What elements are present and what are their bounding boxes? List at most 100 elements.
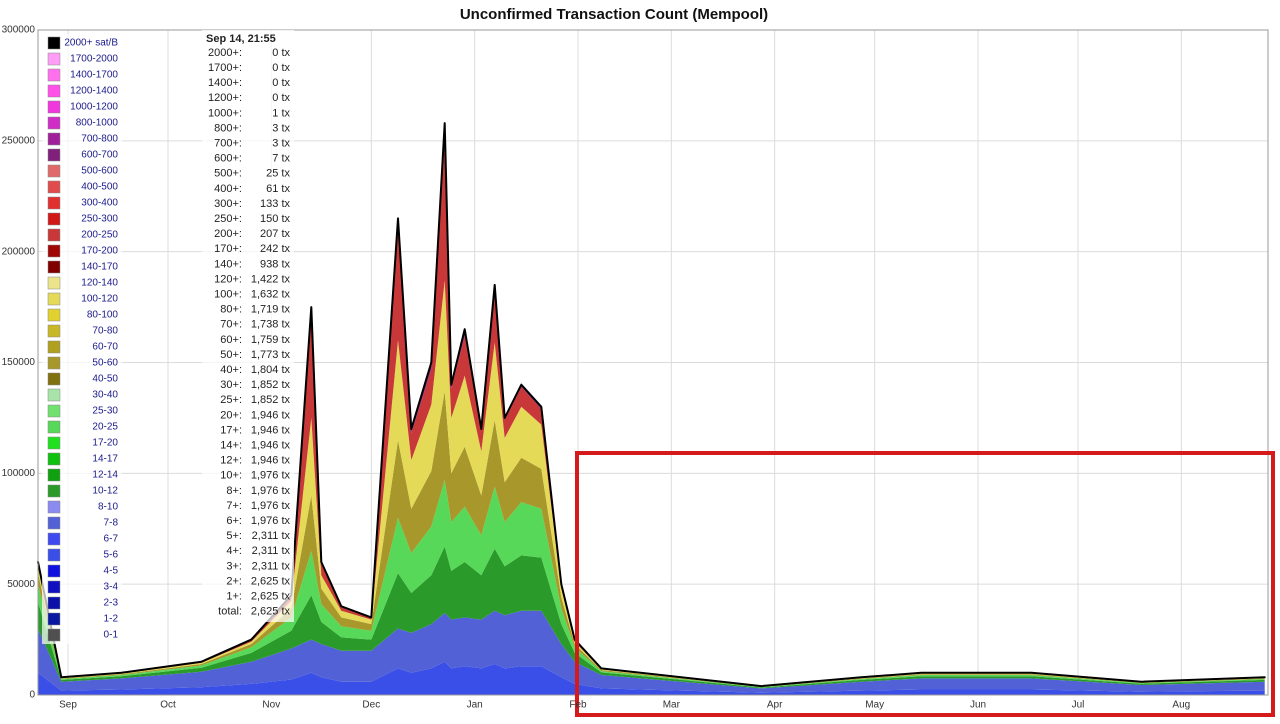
tooltip-label: 2+: — [226, 575, 242, 587]
tooltip-label: 17+: — [220, 424, 242, 436]
legend-swatch — [47, 564, 61, 578]
tooltip-label: 10+: — [220, 470, 242, 482]
legend-swatch — [47, 340, 61, 354]
legend-swatch — [47, 372, 61, 386]
series-area — [37, 122, 1266, 688]
legend-label: 1400-1700 — [70, 70, 118, 81]
tooltip-title: Sep 14, 21:55 — [206, 33, 276, 45]
tooltip-value: 1,632 tx — [251, 289, 291, 301]
legend-label: 140-170 — [81, 262, 118, 273]
tooltip-value: 2,625 tx — [251, 606, 291, 618]
legend-swatch — [47, 468, 61, 482]
legend-label: 600-700 — [81, 150, 118, 161]
legend-label: 120-140 — [81, 278, 118, 289]
legend-label: 6-7 — [104, 534, 119, 545]
legend-swatch — [47, 68, 61, 82]
y-tick-label: 200000 — [2, 246, 36, 257]
tooltip-value: 3 tx — [272, 138, 290, 150]
legend-swatch — [47, 308, 61, 322]
legend-label: 200-250 — [81, 230, 118, 241]
tooltip-label: 170+: — [214, 243, 242, 255]
legend-label: 800-1000 — [76, 118, 119, 129]
legend-label: 30-40 — [92, 390, 118, 401]
y-tick-label: 150000 — [2, 357, 36, 368]
legend-swatch — [47, 180, 61, 194]
tooltip-label: 100+: — [214, 289, 242, 301]
legend-label: 300-400 — [81, 198, 118, 209]
tooltip-label: total: — [218, 606, 242, 618]
tooltip-value: 2,311 tx — [252, 560, 291, 572]
x-tick-label: Feb — [569, 700, 587, 711]
legend-swatch — [47, 36, 61, 50]
legend-swatch — [47, 404, 61, 418]
legend-label: 40-50 — [92, 374, 118, 385]
legend-label: 500-600 — [81, 166, 118, 177]
tooltip-label: 80+: — [220, 304, 242, 316]
tooltip-label: 60+: — [220, 334, 242, 346]
legend-swatch — [47, 228, 61, 242]
legend-label: 20-25 — [92, 422, 118, 433]
tooltip-value: 1,852 tx — [251, 379, 291, 391]
tooltip-value: 0 tx — [272, 77, 290, 89]
x-tick-label: Jan — [467, 700, 483, 711]
legend-swatch — [47, 116, 61, 130]
series-area — [38, 546, 1265, 689]
tooltip-label: 600+: — [214, 153, 242, 165]
tooltip: Sep 14, 21:55 2000+: 0 tx 1700+: 0 tx 1400+:… — [202, 30, 294, 622]
legend-label: 400-500 — [81, 182, 118, 193]
tooltip-label: 25+: — [220, 394, 242, 406]
legend-swatch — [47, 516, 61, 530]
tooltip-value: 1,422 tx — [251, 273, 291, 285]
tooltip-value: 7 tx — [272, 153, 290, 165]
tooltip-label: 200+: — [214, 228, 242, 240]
legend-label: 60-70 — [92, 342, 118, 353]
tooltip-value: 2,625 tx — [251, 591, 291, 603]
legend-label: 3-4 — [104, 582, 119, 593]
tooltip-label: 12+: — [220, 455, 242, 467]
tooltip-label: 1+: — [226, 591, 242, 603]
tooltip-box — [202, 30, 294, 622]
series-area — [38, 661, 1265, 695]
tooltip-label: 50+: — [220, 349, 242, 361]
legend-swatch — [47, 580, 61, 594]
y-tick-label: 50000 — [7, 579, 35, 590]
legend-label: 0-1 — [104, 630, 119, 641]
x-tick-label: Aug — [1172, 700, 1190, 711]
tooltip-label: 1200+: — [208, 92, 242, 104]
y-tick-label: 250000 — [2, 135, 36, 146]
series-area — [38, 480, 1265, 688]
legend-label: 700-800 — [81, 134, 118, 145]
legend-swatch — [47, 436, 61, 450]
tooltip-label: 3+: — [226, 560, 242, 572]
tooltip-label: 70+: — [220, 319, 242, 331]
legend-swatch — [47, 148, 61, 162]
x-tick-label: Jun — [970, 700, 986, 711]
legend-swatch — [47, 212, 61, 226]
chart-title: Unconfirmed Transaction Count (Mempool) — [460, 6, 768, 23]
tooltip-label: 20+: — [220, 409, 242, 421]
tooltip-value: 2,311 tx — [252, 530, 291, 542]
legend-label: 5-6 — [104, 550, 119, 561]
legend-swatch — [47, 84, 61, 98]
tooltip-label: 400+: — [214, 183, 242, 195]
tooltip-value: 1,946 tx — [251, 409, 291, 421]
legend-swatch — [47, 132, 61, 146]
tooltip-value: 25 tx — [266, 168, 290, 180]
highlight-box — [575, 451, 1275, 717]
legend-label: 17-20 — [92, 438, 118, 449]
tooltip-label: 7+: — [226, 500, 242, 512]
legend-swatch — [47, 164, 61, 178]
legend-label: 8-10 — [98, 502, 118, 513]
tooltip-value: 1,738 tx — [251, 319, 291, 331]
tooltip-label: 40+: — [220, 364, 242, 376]
legend-label: 1200-1400 — [70, 86, 118, 97]
legend-label: 100-120 — [81, 294, 118, 305]
tooltip-value: 207 tx — [260, 228, 290, 240]
x-tick-label: Nov — [262, 700, 280, 711]
tooltip-label: 300+: — [214, 198, 242, 210]
legend-label: 25-30 — [92, 406, 118, 417]
legend-swatch — [47, 628, 61, 642]
tooltip-value: 3 tx — [272, 122, 290, 134]
legend-swatch — [47, 612, 61, 626]
